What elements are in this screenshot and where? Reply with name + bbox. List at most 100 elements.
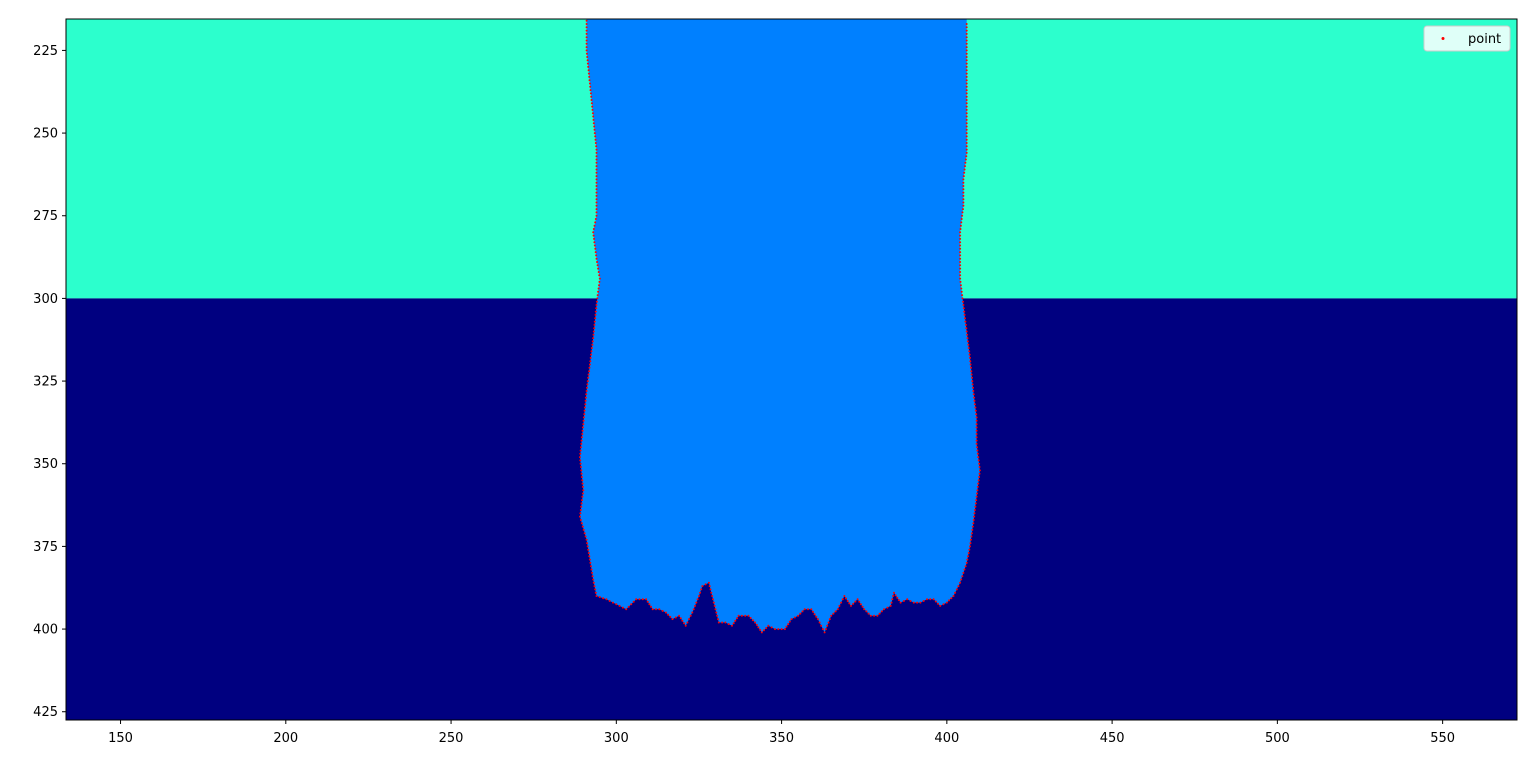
boundary-point <box>715 611 718 614</box>
boundary-point <box>585 36 588 39</box>
boundary-point <box>965 46 968 49</box>
boundary-point <box>590 568 593 571</box>
boundary-point <box>598 274 601 277</box>
boundary-point <box>975 416 978 419</box>
boundary-point <box>592 234 595 237</box>
boundary-point <box>959 247 962 250</box>
boundary-point <box>893 591 895 594</box>
boundary-point <box>593 237 595 240</box>
boundary-point <box>970 373 973 376</box>
boundary-point <box>972 522 975 525</box>
boundary-point <box>919 601 922 604</box>
boundary-point <box>975 413 978 416</box>
boundary-point <box>580 469 583 472</box>
boundary-point <box>846 600 849 602</box>
boundary-point <box>594 588 597 591</box>
boundary-point <box>965 39 968 42</box>
plot-frame <box>65 18 1518 721</box>
boundary-point <box>621 606 624 609</box>
boundary-point <box>736 617 738 620</box>
boundary-point <box>598 280 601 283</box>
boundary-point <box>961 211 964 214</box>
x-tick-label: 350 <box>769 731 794 746</box>
boundary-point <box>965 122 968 125</box>
boundary-point <box>767 624 770 627</box>
boundary-point <box>959 234 962 237</box>
boundary-point <box>965 82 968 85</box>
boundary-point <box>971 525 974 528</box>
boundary-point <box>880 610 883 613</box>
boundary-point <box>594 317 597 320</box>
boundary-point <box>978 462 981 465</box>
boundary-point <box>588 363 591 366</box>
boundary-point <box>591 112 594 115</box>
boundary-point <box>965 32 968 35</box>
boundary-point <box>973 399 976 402</box>
boundary-point <box>965 36 968 39</box>
boundary-point <box>580 502 583 505</box>
boundary-point <box>827 621 830 624</box>
boundary-point <box>926 598 928 601</box>
boundary-point <box>588 558 591 561</box>
boundary-point <box>717 618 719 621</box>
boundary-point <box>650 605 652 608</box>
boundary-point <box>964 317 966 320</box>
boundary-point <box>856 598 859 601</box>
boundary-point <box>965 148 968 151</box>
boundary-point <box>780 628 783 631</box>
boundary-point <box>581 525 584 528</box>
boundary-point <box>664 611 667 614</box>
boundary-point <box>976 449 979 452</box>
boundary-point <box>965 151 968 154</box>
boundary-point <box>834 610 837 613</box>
boundary-point <box>593 320 596 323</box>
boundary-point <box>595 178 598 181</box>
y-tick-label: 325 <box>33 375 58 390</box>
boundary-point <box>595 161 598 164</box>
boundary-point <box>593 128 596 131</box>
boundary-point <box>595 201 598 204</box>
boundary-point <box>965 138 968 141</box>
boundary-point <box>975 419 978 422</box>
boundary-point <box>961 214 964 217</box>
boundary-point <box>977 459 980 462</box>
boundary-point <box>785 625 788 628</box>
boundary-point <box>959 254 962 257</box>
boundary-point <box>579 519 582 521</box>
boundary-point <box>962 181 965 184</box>
legend: point <box>1423 25 1511 52</box>
y-tick-label: 400 <box>33 623 58 638</box>
boundary-point <box>595 211 598 214</box>
boundary-point <box>964 565 967 568</box>
boundary-point <box>965 92 968 95</box>
boundary-point <box>830 614 833 617</box>
boundary-point <box>579 515 581 518</box>
boundary-point <box>585 393 588 396</box>
boundary-point <box>959 267 962 270</box>
boundary-point <box>975 429 978 432</box>
boundary-point <box>592 581 595 584</box>
boundary-point <box>584 399 587 402</box>
boundary-point <box>579 462 582 465</box>
boundary-point <box>959 261 962 263</box>
boundary-point <box>588 555 591 558</box>
boundary-point <box>582 416 585 419</box>
boundary-point <box>585 390 588 392</box>
boundary-point <box>583 532 586 535</box>
boundary-point <box>939 604 942 607</box>
boundary-point <box>965 108 968 111</box>
boundary-point <box>966 333 969 336</box>
boundary-point <box>965 75 968 78</box>
boundary-point <box>587 548 590 551</box>
boundary-point <box>684 624 687 627</box>
boundary-point <box>963 168 966 171</box>
boundary-point <box>699 591 702 594</box>
boundary-point <box>597 267 600 270</box>
boundary-point <box>892 595 895 597</box>
boundary-point <box>976 485 979 488</box>
boundary-point <box>740 614 743 617</box>
boundary-point <box>959 224 962 227</box>
boundary-point <box>970 532 973 535</box>
boundary-point <box>605 598 608 601</box>
boundary-point <box>585 538 588 541</box>
